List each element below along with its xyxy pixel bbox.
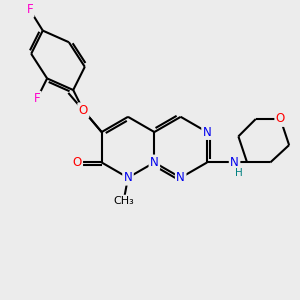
Text: N: N (203, 125, 212, 139)
Text: N: N (230, 156, 239, 169)
Text: N: N (124, 171, 132, 184)
Text: CH₃: CH₃ (113, 196, 134, 206)
Text: N: N (176, 171, 185, 184)
Text: O: O (72, 156, 82, 169)
Text: N: N (150, 156, 159, 169)
Text: F: F (26, 3, 33, 16)
Text: F: F (34, 92, 40, 105)
Text: O: O (79, 104, 88, 117)
Text: H: H (235, 169, 243, 178)
Text: O: O (276, 112, 285, 125)
